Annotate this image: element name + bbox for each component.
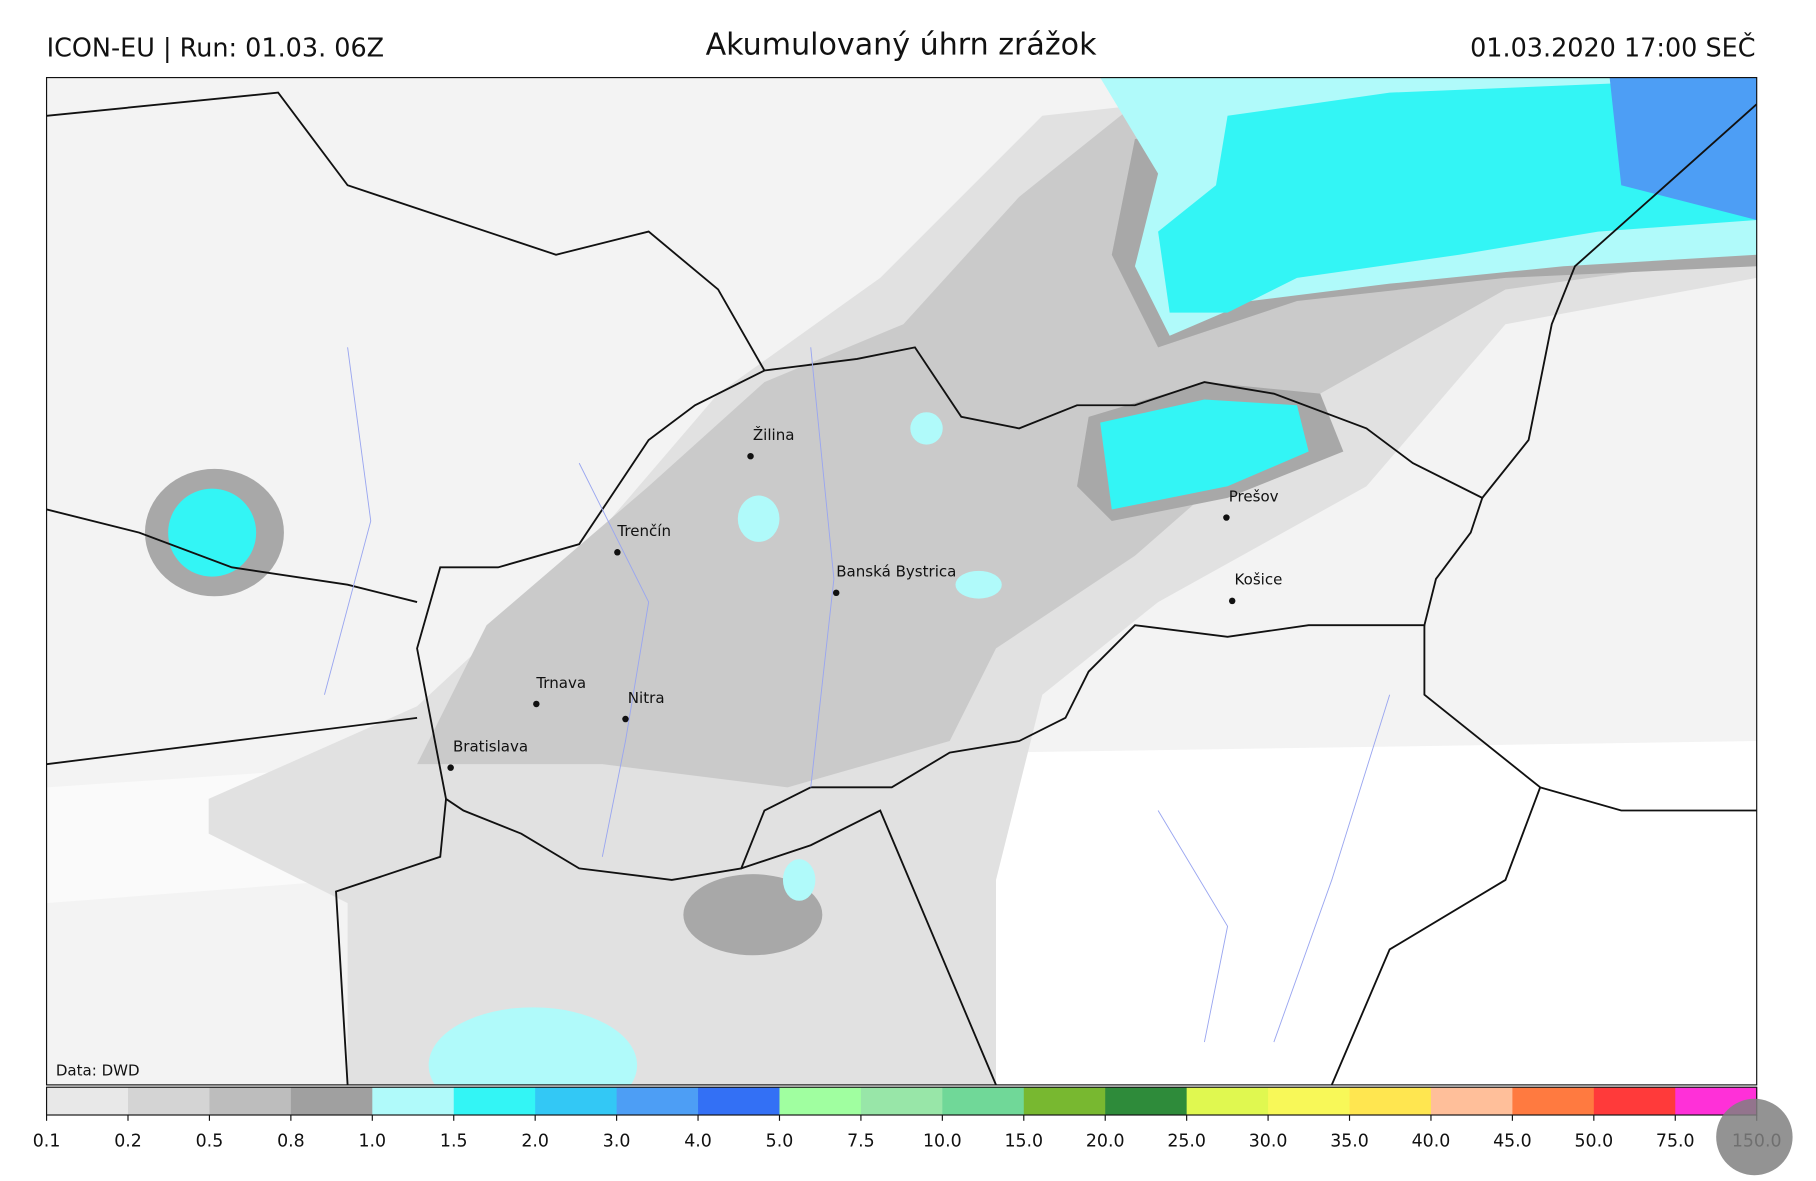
colorbar-bin [1023, 1087, 1106, 1116]
colorbar-bin [535, 1087, 618, 1116]
colorbar-bin [1105, 1087, 1188, 1116]
colorbar-bin [290, 1087, 373, 1116]
precip-area [737, 495, 780, 542]
city-label: Trenčín [616, 522, 671, 540]
colorbar-tick-label: 0.5 [196, 1131, 224, 1151]
city-dot [832, 589, 840, 597]
city-label: Nitra [628, 689, 665, 707]
colorbar-tick-label: 5.0 [766, 1131, 794, 1151]
city-label: Bratislava [453, 737, 528, 755]
city-label: Trnava [535, 674, 586, 692]
river [323, 347, 1391, 1043]
colorbar-bin [46, 1087, 129, 1116]
map-area: Žilina Trenčín Banská Bystrica Prešov Košice… [46, 77, 1757, 1085]
precip-area [955, 570, 1002, 599]
city-label: Prešov [1229, 487, 1279, 505]
colorbar-bin [453, 1087, 536, 1116]
colorbar-tick-label: 0.2 [114, 1131, 142, 1151]
city-label: Košice [1235, 571, 1283, 589]
colorbar-tick-label: 7.5 [847, 1131, 875, 1151]
colorbar-bin [942, 1087, 1025, 1116]
data-credit: Data: DWD [56, 1062, 140, 1080]
colorbar-tick-label: 20.0 [1086, 1131, 1125, 1151]
cities: Žilina Trenčín Banská Bystrica Prešov Košice… [447, 425, 1282, 771]
map-frame [45, 76, 1758, 1086]
colorbar-bin [1512, 1087, 1595, 1116]
map-title: Akumulovaný úhrn zrážok [706, 27, 1097, 62]
colorbar-bin [1268, 1087, 1351, 1116]
colorbar-bin [127, 1087, 211, 1116]
city-label: Žilina [753, 425, 795, 444]
colorbar-tick-label: 40.0 [1412, 1131, 1451, 1151]
colorbar-bin [616, 1087, 699, 1116]
colorbar-tick-label: 35.0 [1330, 1131, 1369, 1151]
colorbar-bin [1186, 1087, 1269, 1116]
country-border [46, 91, 1757, 1085]
colorbar-tick-label: 30.0 [1249, 1131, 1288, 1151]
precip-area [1100, 399, 1309, 510]
colorbar-tick-label: 45.0 [1493, 1131, 1532, 1151]
colorbar-tick-label: 50.0 [1575, 1131, 1614, 1151]
colorbar-bin [779, 1087, 862, 1116]
colorbar-bin [209, 1087, 292, 1116]
country-border [416, 346, 1484, 881]
colorbar-tick-label: 0.8 [277, 1131, 305, 1151]
city-dot [747, 452, 754, 460]
colorbar-bin [698, 1087, 781, 1116]
city-dot [614, 549, 621, 556]
city-dot [447, 764, 454, 771]
colorbar-tick-label: 4.0 [684, 1131, 712, 1151]
colorbar-tick-label: 3.0 [603, 1131, 631, 1151]
colorbar-tick-label: 1.5 [440, 1131, 468, 1151]
city-label: Banská Bystrica [836, 563, 956, 581]
precip-area [1609, 77, 1757, 220]
colorbar-bin [1430, 1087, 1513, 1116]
terrain-flat [995, 741, 1757, 1085]
colorbar-tick-label: 25.0 [1167, 1131, 1206, 1151]
colorbar-tick-label: 2.0 [521, 1131, 549, 1151]
colorbar-tick-label: 15.0 [1004, 1131, 1043, 1151]
valid-time: 01.03.2020 17:00 SEČ [1470, 33, 1755, 64]
colorbar-bin [372, 1087, 455, 1116]
run-label: ICON-EU | Run: 01.03. 06Z [47, 34, 385, 64]
city-dot [533, 700, 540, 708]
colorbar-bin [1593, 1087, 1676, 1116]
play-button[interactable] [1716, 1098, 1793, 1176]
precip-area [428, 1007, 638, 1085]
colorbar-tick-label: 1.0 [358, 1131, 386, 1151]
colorbar: 0.1 0.2 0.5 0.8 1.0 1.5 2.0 3.0 4.0 5.0 7.5 10.0 15.… [33, 1086, 1782, 1151]
colorbar-bin [1349, 1087, 1432, 1116]
city-dot [1223, 514, 1230, 521]
colorbar-tick-label: 0.1 [33, 1131, 61, 1151]
colorbar-tick-label: 10.0 [923, 1131, 962, 1151]
city-dot [622, 715, 629, 723]
precip-area [782, 859, 816, 901]
precip-area [1158, 77, 1757, 313]
precip-area [910, 412, 943, 445]
colorbar-bin [860, 1087, 943, 1116]
precip-area [168, 488, 257, 577]
city-dot [1228, 597, 1236, 605]
colorbar-tick-label: 75.0 [1656, 1131, 1695, 1151]
